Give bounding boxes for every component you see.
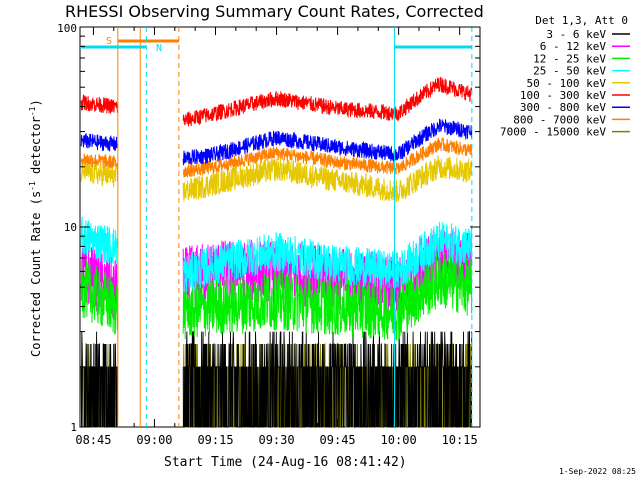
y-axis-label-end: ) xyxy=(29,99,43,106)
legend-label: 300 - 800 keV xyxy=(520,101,606,114)
legend-label: 12 - 25 keV xyxy=(533,52,606,65)
y-axis-label-sup2: -1 xyxy=(28,106,37,116)
chart-title: RHESSI Observing Summary Count Rates, Co… xyxy=(65,2,484,21)
legend-label: 50 - 100 keV xyxy=(527,77,607,90)
series-12-25kev xyxy=(80,252,473,341)
series-line xyxy=(80,331,118,428)
series-line xyxy=(80,216,119,265)
y-tick-label: 100 xyxy=(57,22,77,35)
series-25-50kev xyxy=(80,216,473,293)
x-tick-label: 08:45 xyxy=(75,433,111,447)
series-line xyxy=(182,155,473,203)
series-line xyxy=(80,94,119,114)
axis-layer: 1 10 100 08:45 09:00 09:15 09:30 09:45 10:00 10:1… xyxy=(57,22,481,447)
x-tick-label: 09:15 xyxy=(197,433,233,447)
series-line xyxy=(80,133,119,152)
series-line xyxy=(182,331,473,428)
series-line xyxy=(182,118,473,166)
y-axis-label-mid: detector xyxy=(29,116,43,181)
series-line xyxy=(182,252,473,341)
legend-label: 3 - 6 keV xyxy=(546,28,606,41)
legend-label: 7000 - 15000 keV xyxy=(500,126,606,139)
x-tick-label: 09:45 xyxy=(320,433,356,447)
series-100-300kev xyxy=(80,76,473,127)
series-line xyxy=(80,260,119,336)
legend-label: 800 - 7000 keV xyxy=(513,113,606,126)
y-axis-label-main: Corrected Count Rate (s xyxy=(29,191,43,357)
series-300-800kev xyxy=(80,118,473,166)
footer-date: 1-Sep-2022 08:25 xyxy=(559,467,636,476)
y-tick-label: 10 xyxy=(64,221,77,234)
series-line xyxy=(182,221,473,293)
x-tick-label: 09:30 xyxy=(258,433,294,447)
legend-label: 100 - 300 keV xyxy=(520,89,606,102)
y-axis-label: Corrected Count Rate (s-1 detector-1) xyxy=(28,99,43,357)
series-line xyxy=(182,137,473,178)
y-tick-label: 1 xyxy=(70,421,77,434)
series-800-7000kev xyxy=(80,137,473,178)
x-tick-label: 09:00 xyxy=(136,433,172,447)
y-axis-label-sup1: -1 xyxy=(28,181,37,191)
legend-header: Det 1,3, Att 0 xyxy=(535,14,628,27)
saa-flag-label: S xyxy=(106,36,112,47)
data-layer xyxy=(80,76,473,428)
series-line xyxy=(80,153,119,169)
legend-label: 6 - 12 keV xyxy=(540,40,607,53)
night-flag-label: N xyxy=(156,43,162,54)
series-line xyxy=(182,76,473,127)
series-50-100kev xyxy=(80,155,473,203)
x-tick-label: 10:00 xyxy=(381,433,417,447)
series-line xyxy=(80,160,119,188)
x-tick-label: 10:15 xyxy=(442,433,478,447)
flag-layer: S N xyxy=(80,27,473,427)
legend-label: 25 - 50 keV xyxy=(533,65,606,78)
x-axis-label: Start Time (24-Aug-16 08:41:42) xyxy=(164,455,407,470)
